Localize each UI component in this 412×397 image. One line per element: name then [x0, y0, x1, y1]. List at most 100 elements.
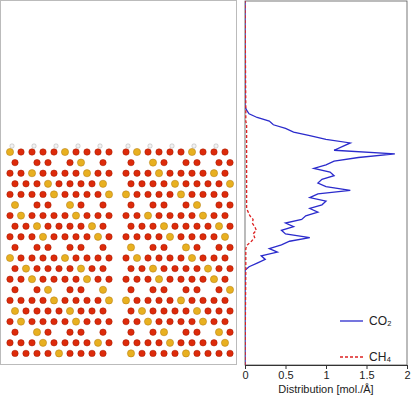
silicon-atom — [160, 223, 167, 230]
oxygen-atom — [227, 308, 233, 314]
tick-label: 2 — [404, 369, 410, 381]
silicon-atom — [122, 191, 129, 198]
oxygen-atom — [161, 308, 167, 314]
oxygen-atom — [211, 234, 217, 240]
oxygen-atom — [183, 329, 189, 335]
oxygen-atom — [205, 350, 211, 356]
silicon-atom — [17, 318, 24, 325]
oxygen-atom — [134, 212, 140, 218]
oxygen-atom — [178, 170, 184, 176]
silicon-atom — [44, 286, 51, 293]
oxygen-atom — [178, 255, 184, 261]
oxygen-atom — [123, 149, 129, 155]
oxygen-atom — [189, 191, 195, 197]
oxygen-atom — [45, 329, 51, 335]
oxygen-atom — [56, 265, 62, 271]
oxygen-atom — [200, 191, 206, 197]
oxygen-atom — [40, 149, 46, 155]
oxygen-atom — [56, 181, 62, 187]
silicon-atom — [182, 244, 189, 251]
oxygen-atom — [134, 234, 140, 240]
silicon-atom — [199, 318, 206, 325]
tick: 0.5 — [278, 365, 293, 381]
oxygen-atom — [7, 170, 13, 176]
oxygen-atom — [78, 244, 84, 250]
oxygen-atom — [100, 350, 106, 356]
silicon-atom — [55, 350, 62, 357]
oxygen-atom — [23, 223, 29, 229]
oxygen-atom — [78, 308, 84, 314]
tick-label: 1.5 — [359, 369, 374, 381]
hydrogen-atom — [76, 144, 80, 148]
oxygen-atom — [18, 234, 24, 240]
silicon-atom — [11, 201, 18, 208]
oxygen-atom — [62, 318, 68, 324]
legend-swatch — [340, 320, 363, 321]
oxygen-atom — [222, 297, 228, 303]
oxygen-atom — [216, 287, 222, 293]
oxygen-atom — [172, 308, 178, 314]
silicon-atom — [127, 350, 134, 357]
oxygen-atom — [156, 297, 162, 303]
oxygen-atom — [23, 350, 29, 356]
oxygen-atom — [161, 244, 167, 250]
oxygen-atom — [222, 149, 228, 155]
oxygen-atom — [34, 244, 40, 250]
oxygen-atom — [167, 318, 173, 324]
silicon-atom — [94, 233, 101, 240]
oxygen-atom — [34, 287, 40, 293]
oxygen-atom — [89, 181, 95, 187]
axis-title: Distribution [mol./Å] — [278, 383, 373, 395]
oxygen-atom — [156, 149, 162, 155]
oxygen-atom — [178, 149, 184, 155]
oxygen-atom — [12, 265, 18, 271]
silicon-atom — [215, 329, 222, 336]
oxygen-atom — [145, 276, 151, 282]
oxygen-atom — [194, 329, 200, 335]
oxygen-atom — [7, 212, 13, 218]
oxygen-atom — [84, 149, 90, 155]
oxygen-atom — [128, 202, 134, 208]
oxygen-atom — [73, 297, 79, 303]
oxygen-atom — [95, 191, 101, 197]
oxygen-atom — [12, 223, 18, 229]
oxygen-atom — [29, 234, 35, 240]
oxygen-atom — [106, 340, 112, 346]
silicon-atom — [33, 329, 40, 336]
tick-label: 1 — [323, 369, 329, 381]
oxygen-atom — [45, 350, 51, 356]
oxygen-atom — [23, 181, 29, 187]
silicon-atom — [188, 254, 195, 261]
oxygen-atom — [211, 340, 217, 346]
oxygen-atom — [194, 265, 200, 271]
oxygen-atom — [73, 149, 79, 155]
oxygen-atom — [128, 223, 134, 229]
silicon-atom — [144, 212, 151, 219]
silicon-atom — [144, 318, 151, 325]
oxygen-atom — [40, 297, 46, 303]
oxygen-atom — [12, 287, 18, 293]
oxygen-atom — [29, 297, 35, 303]
oxygen-atom — [222, 191, 228, 197]
oxygen-atom — [150, 329, 156, 335]
oxygen-atom — [62, 297, 68, 303]
oxygen-atom — [40, 276, 46, 282]
oxygen-atom — [78, 223, 84, 229]
oxygen-atom — [29, 255, 35, 261]
oxygen-atom — [222, 255, 228, 261]
oxygen-atom — [95, 318, 101, 324]
silica-slab — [6, 144, 112, 357]
oxygen-atom — [227, 159, 233, 165]
oxygen-atom — [216, 350, 222, 356]
oxygen-atom — [51, 276, 57, 282]
oxygen-atom — [123, 234, 129, 240]
oxygen-atom — [194, 159, 200, 165]
oxygen-atom — [150, 223, 156, 229]
oxygen-atom — [7, 234, 13, 240]
oxygen-atom — [67, 287, 73, 293]
oxygen-atom — [167, 276, 173, 282]
silicon-atom — [77, 265, 84, 272]
oxygen-atom — [29, 318, 35, 324]
oxygen-atom — [167, 212, 173, 218]
oxygen-atom — [51, 212, 57, 218]
